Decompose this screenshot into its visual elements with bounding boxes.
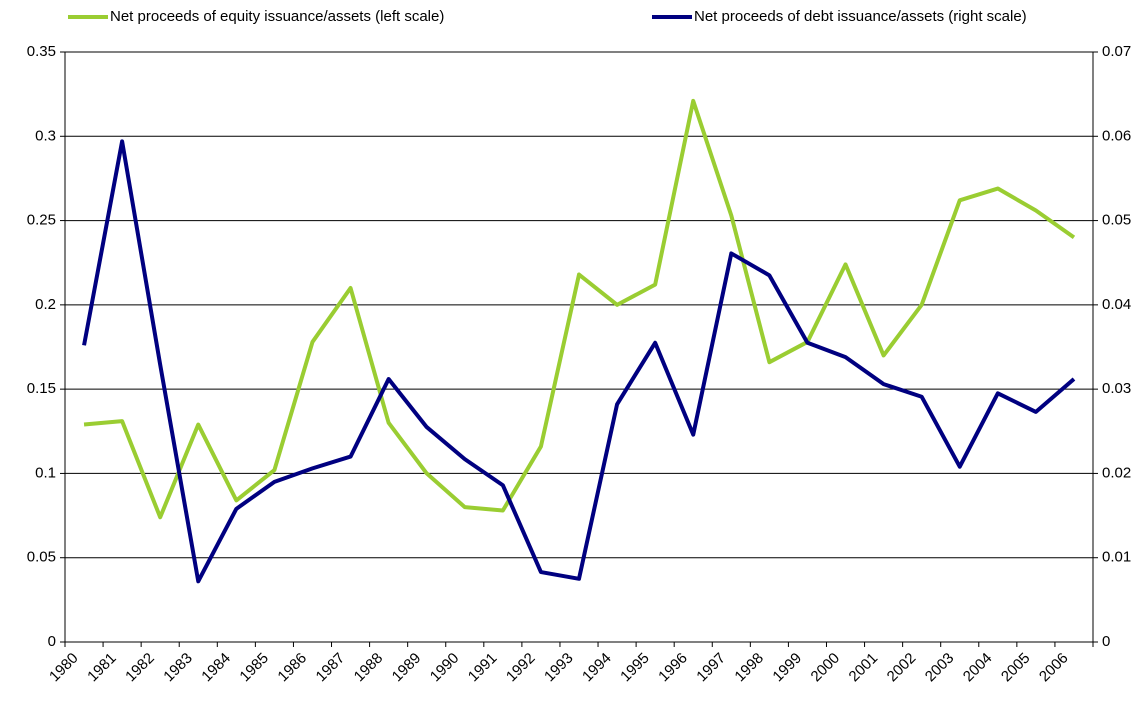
y2-tick-label: 0.06	[1102, 127, 1131, 144]
x-tick-label: 1992	[503, 650, 539, 686]
x-tick-label: 1984	[198, 650, 234, 686]
y-tick-label: 0.35	[27, 43, 56, 60]
y2-tick-label: 0	[1102, 633, 1110, 650]
y-tick-label: 0.1	[35, 464, 56, 481]
y-tick-label: 0.15	[27, 380, 56, 397]
x-tick-label: 1988	[351, 650, 387, 686]
y2-tick-label: 0.07	[1102, 43, 1131, 60]
legend-label: Net proceeds of equity issuance/assets (…	[110, 8, 444, 25]
x-tick-label: 1986	[274, 650, 310, 686]
x-tick-label: 1980	[46, 650, 82, 686]
x-tick-label: 1996	[655, 650, 691, 686]
x-tick-label: 1994	[579, 650, 615, 686]
y-tick-label: 0	[48, 633, 56, 650]
x-tick-label: 1993	[541, 650, 577, 686]
y2-tick-label: 0.04	[1102, 296, 1131, 313]
x-tick-label: 1995	[617, 650, 653, 686]
x-tick-label: 2001	[846, 650, 882, 686]
y2-tick-label: 0.03	[1102, 380, 1131, 397]
series-line	[82, 139, 1076, 584]
legend-label: Net proceeds of debt issuance/assets (ri…	[694, 8, 1027, 25]
x-tick-label: 2005	[998, 650, 1034, 686]
y2-tick-label: 0.01	[1102, 549, 1131, 566]
y-tick-label: 0.05	[27, 549, 56, 566]
x-tick-label: 1989	[389, 650, 425, 686]
x-tick-label: 2004	[960, 650, 996, 686]
x-tick-label: 1990	[427, 650, 463, 686]
x-tick-label: 1982	[122, 650, 158, 686]
x-tick-label: 2002	[884, 650, 920, 686]
x-tick-label: 2003	[922, 650, 958, 686]
series-line	[83, 98, 1076, 520]
y2-tick-label: 0.05	[1102, 212, 1131, 229]
x-tick-label: 2006	[1036, 650, 1072, 686]
x-tick-label: 1997	[693, 650, 729, 686]
y-tick-label: 0.3	[35, 127, 56, 144]
x-tick-label: 1981	[84, 650, 120, 686]
x-tick-label: 1998	[731, 650, 767, 686]
x-tick-label: 1985	[236, 650, 272, 686]
x-tick-label: 2000	[808, 650, 844, 686]
x-tick-label: 1991	[465, 650, 501, 686]
x-tick-label: 1987	[313, 650, 349, 686]
x-tick-label: 1999	[769, 650, 805, 686]
y2-tick-label: 0.02	[1102, 464, 1131, 481]
x-tick-label: 1983	[160, 650, 196, 686]
y-tick-label: 0.2	[35, 296, 56, 313]
y-tick-label: 0.25	[27, 212, 56, 229]
